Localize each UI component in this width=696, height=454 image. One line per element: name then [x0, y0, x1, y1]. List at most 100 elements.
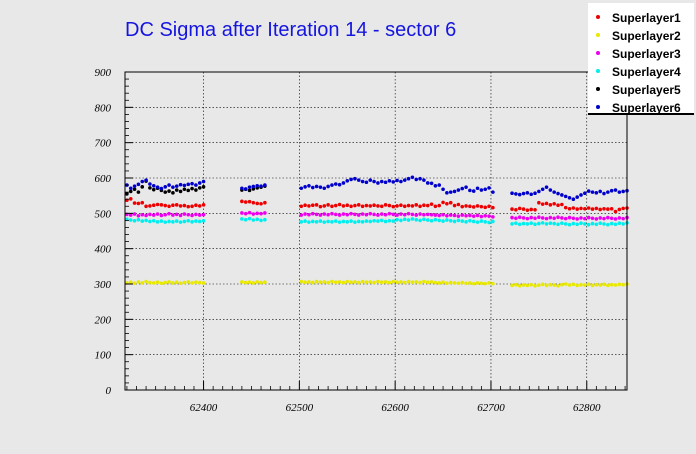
data-point: [171, 203, 175, 208]
data-point: [418, 212, 422, 216]
data-point: [240, 199, 244, 204]
data-point: [491, 205, 495, 210]
data-point: [240, 186, 244, 191]
data-point: [391, 219, 396, 223]
data-point: [583, 191, 587, 195]
data-point: [171, 191, 175, 195]
data-point: [544, 201, 549, 206]
data-point: [368, 204, 373, 208]
data-point: [171, 213, 175, 217]
data-point: [307, 220, 311, 224]
data-point: [174, 280, 179, 285]
data-point: [521, 207, 526, 211]
data-point: [571, 206, 576, 210]
data-point: [182, 219, 187, 224]
data-point: [441, 187, 445, 192]
data-point: [456, 218, 461, 223]
data-point: [621, 222, 625, 226]
data-point: [136, 182, 141, 187]
data-point: [540, 216, 545, 220]
data-point: [194, 188, 198, 192]
legend-marker: [596, 87, 600, 91]
data-point: [548, 203, 553, 207]
data-point: [406, 176, 411, 181]
data-point: [583, 283, 587, 287]
data-point: [540, 221, 545, 225]
data-point: [247, 280, 252, 285]
data-point: [590, 221, 595, 226]
data-point: [575, 222, 579, 227]
data-point: [356, 280, 361, 285]
data-point: [402, 178, 407, 182]
data-point: [441, 280, 445, 285]
data-point: [251, 218, 256, 222]
data-point: [517, 206, 522, 211]
data-point: [144, 213, 148, 218]
data-point: [471, 214, 476, 218]
legend-label: Superlayer1: [612, 11, 681, 25]
data-point: [586, 282, 591, 287]
data-point: [194, 280, 198, 285]
data-point: [525, 208, 530, 212]
data-point: [140, 185, 145, 189]
data-point: [437, 203, 442, 208]
data-point: [314, 184, 319, 189]
data-point: [540, 202, 545, 206]
data-point: [159, 281, 164, 286]
x-tick-label: 62600: [381, 402, 409, 414]
data-point: [171, 220, 175, 224]
data-point: [376, 279, 380, 284]
data-point: [372, 179, 376, 184]
data-point: [155, 280, 160, 285]
data-point: [372, 218, 376, 223]
data-point: [163, 190, 168, 194]
data-point: [299, 204, 304, 209]
data-point: [163, 220, 168, 224]
data-point: [552, 283, 556, 287]
data-point: [445, 201, 449, 206]
data-point: [318, 219, 323, 223]
data-point: [448, 200, 453, 205]
data-point: [178, 213, 183, 218]
data-point: [243, 187, 248, 191]
data-point: [132, 201, 137, 205]
data-point: [517, 192, 522, 197]
data-point: [437, 218, 442, 223]
data-point: [556, 203, 560, 208]
data-point: [563, 222, 568, 226]
data-point: [194, 219, 198, 223]
data-point: [429, 212, 434, 217]
data-point: [240, 211, 244, 215]
data-point: [299, 220, 304, 224]
series-superlayer1: [125, 197, 629, 214]
data-point: [251, 187, 256, 191]
data-point: [445, 218, 449, 222]
legend-marker: [596, 15, 600, 19]
data-point: [159, 219, 164, 223]
data-point: [159, 213, 164, 218]
data-point: [571, 216, 576, 221]
data-point: [322, 204, 327, 208]
data-point: [360, 220, 365, 224]
data-point: [151, 203, 156, 208]
data-point: [171, 185, 175, 189]
data-point: [318, 280, 323, 285]
data-point: [441, 212, 445, 217]
data-point: [136, 214, 141, 218]
data-point: [475, 186, 480, 191]
data-point: [448, 190, 453, 194]
data-point: [364, 219, 369, 223]
data-point: [144, 204, 148, 209]
data-point: [144, 218, 148, 223]
data-point: [517, 283, 522, 288]
data-point: [410, 204, 415, 208]
data-point: [598, 207, 602, 212]
data-point: [598, 221, 602, 226]
data-point: [376, 204, 380, 208]
data-point: [464, 281, 468, 286]
data-point: [491, 281, 495, 286]
data-point: [399, 179, 403, 184]
data-point: [537, 215, 541, 220]
data-point: [310, 219, 315, 224]
y-tick-label: 900: [95, 67, 112, 79]
